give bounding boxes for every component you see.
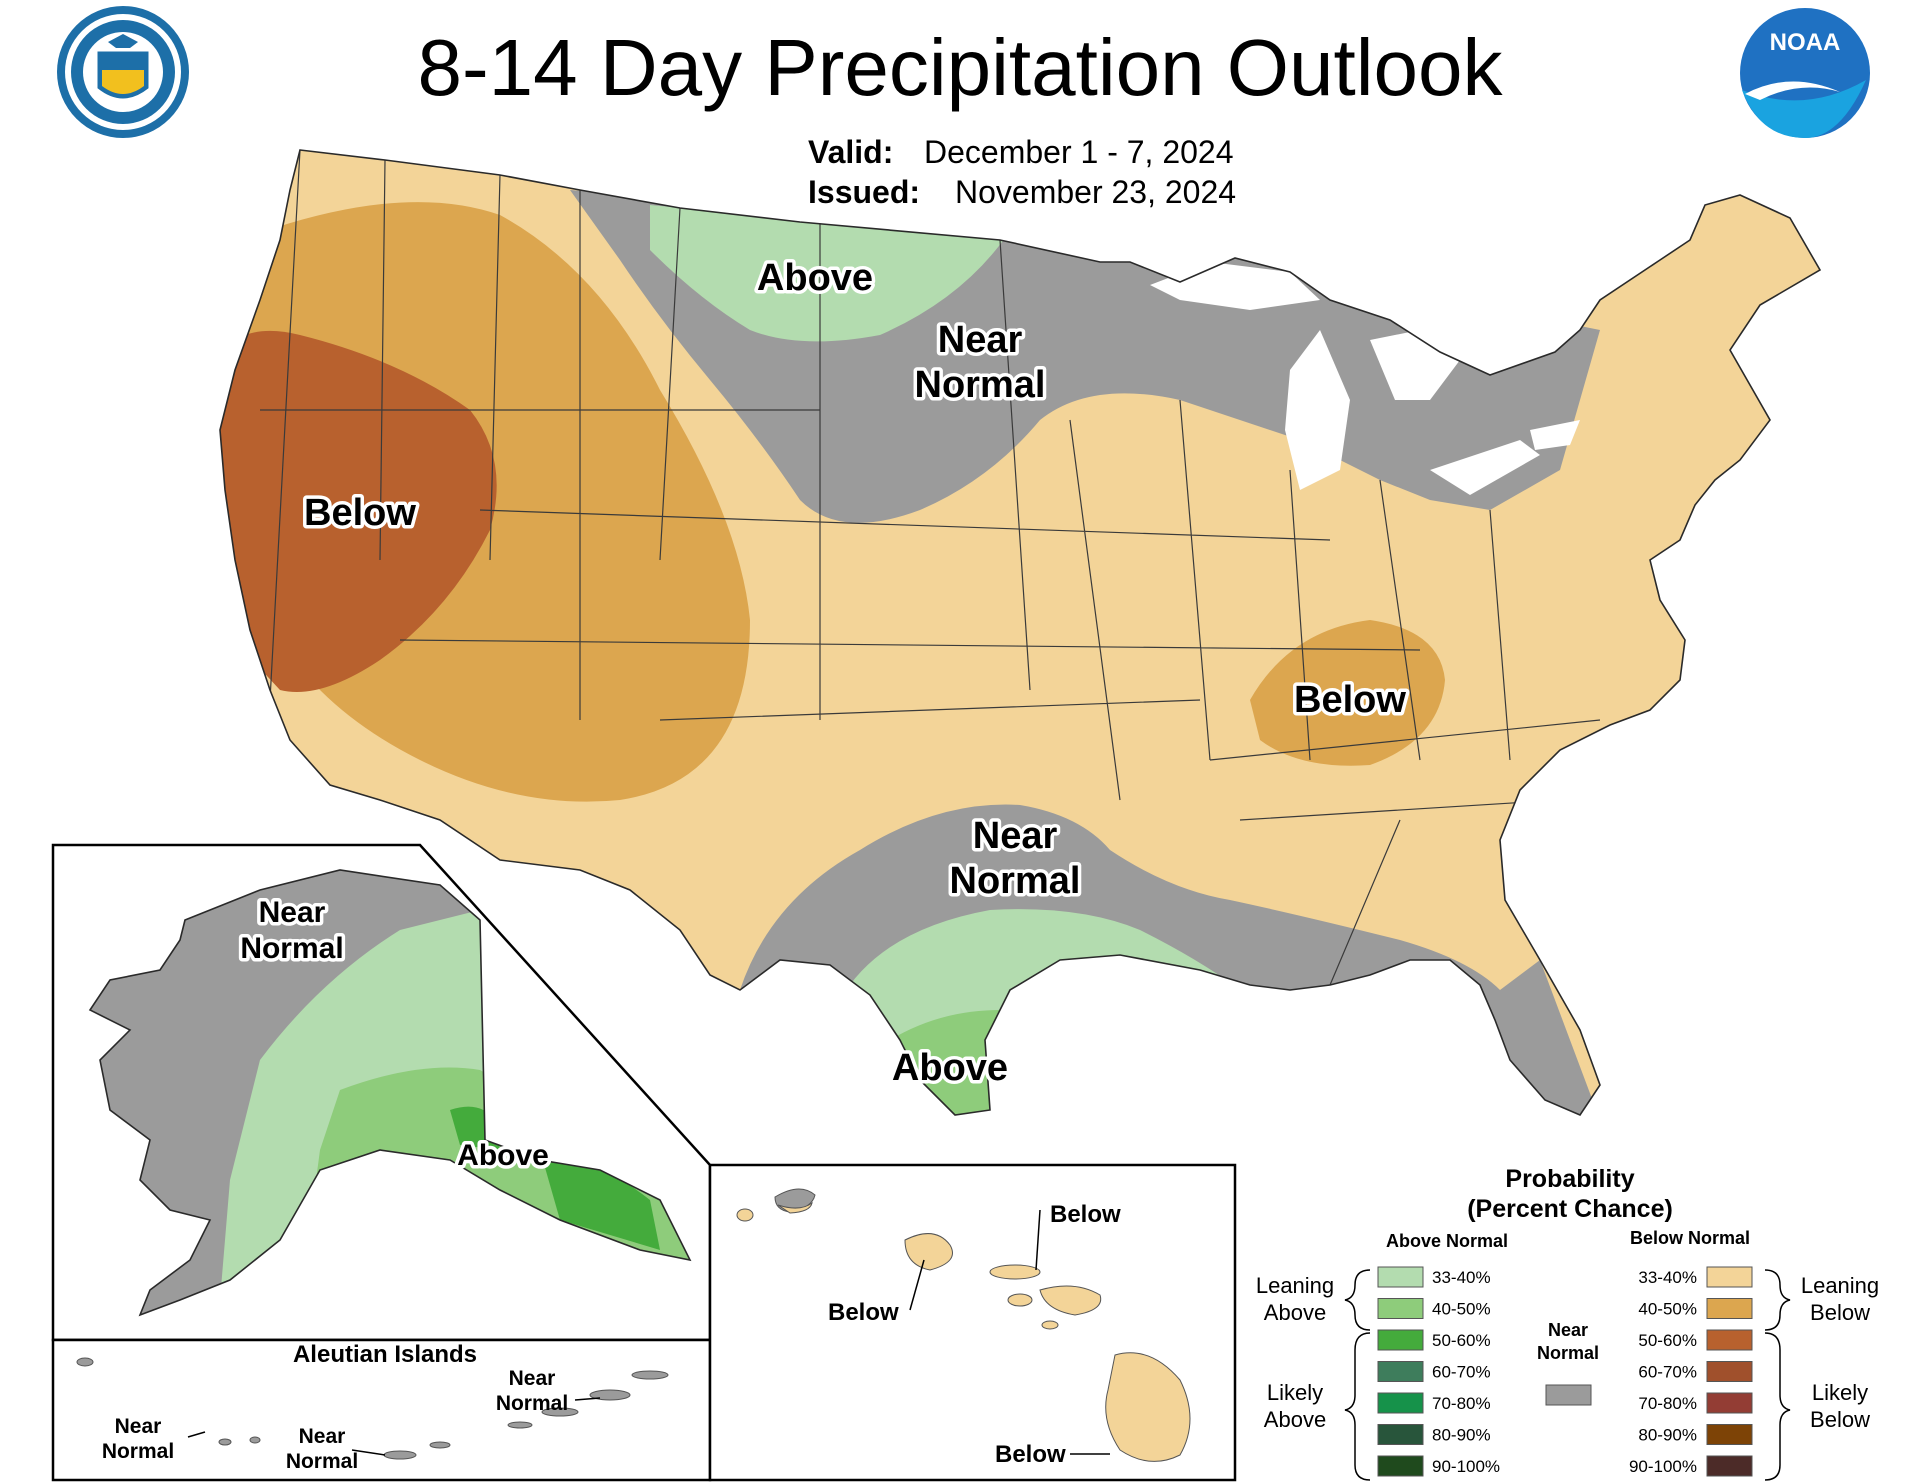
legend-below-label-1: 40-50%	[1638, 1300, 1697, 1319]
valid-label: Valid:	[808, 134, 893, 170]
legend-below-swatch-4	[1706, 1392, 1753, 1414]
label-near-normal-north-2: Normal	[915, 364, 1046, 406]
legend-below-swatch-6	[1706, 1455, 1753, 1477]
commerce-seal-logo	[57, 6, 189, 138]
legend-title-2: (Percent Chance)	[1467, 1195, 1673, 1223]
legend-above-label-5: 80-90%	[1432, 1426, 1491, 1445]
legend-above-swatch-2	[1377, 1329, 1424, 1351]
label-below-west: Below	[304, 492, 416, 534]
legend-below-label-5: 80-90%	[1638, 1426, 1697, 1445]
issued-label: Issued:	[808, 174, 920, 210]
legend-likely-below-2: Below	[1810, 1407, 1870, 1432]
legend-above-label-4: 70-80%	[1432, 1394, 1491, 1413]
label-aleutian-near-c-2: Normal	[496, 1392, 568, 1415]
legend-near-normal-swatch	[1545, 1384, 1592, 1406]
label-hi-below-1: Below	[1050, 1201, 1121, 1228]
label-near-normal-north-1: Near	[938, 319, 1023, 361]
aleutian-title: Aleutian Islands	[293, 1341, 477, 1368]
label-above-south: Above	[892, 1047, 1008, 1089]
legend-above-header: Above Normal	[1386, 1231, 1508, 1251]
legend-above-label-0: 33-40%	[1432, 1268, 1491, 1287]
issued-date: November 23, 2024	[955, 174, 1236, 210]
legend-below-swatch-1	[1706, 1298, 1753, 1319]
legend-below-swatch-0	[1706, 1266, 1753, 1288]
legend-likely-below-1: Likely	[1812, 1380, 1868, 1405]
legend-below-label-4: 70-80%	[1638, 1394, 1697, 1413]
label-aleutian-near-b-1: Near	[299, 1425, 346, 1448]
valid-date: December 1 - 7, 2024	[924, 134, 1234, 170]
label-ak-near-normal-1: Near	[259, 896, 326, 929]
legend-below-label-0: 33-40%	[1638, 1268, 1697, 1287]
legend-above-swatch-0	[1377, 1266, 1424, 1288]
legend-below-label-2: 50-60%	[1638, 1331, 1697, 1350]
legend-above-label-6: 90-100%	[1432, 1457, 1500, 1476]
page-title: 8-14 Day Precipitation Outlook	[418, 23, 1504, 112]
legend-above-label-2: 50-60%	[1432, 1331, 1491, 1350]
legend-above-swatch-5	[1377, 1424, 1424, 1445]
legend-below-swatch-3	[1706, 1361, 1753, 1382]
legend-below-label-3: 60-70%	[1638, 1363, 1697, 1382]
label-hi-below-3: Below	[995, 1441, 1066, 1468]
legend-near-2: Normal	[1537, 1343, 1599, 1363]
legend-below-label-6: 90-100%	[1629, 1457, 1697, 1476]
legend-above-swatch-3	[1377, 1361, 1424, 1382]
label-ak-near-normal-2: Normal	[240, 932, 343, 965]
noaa-logo-text: NOAA	[1770, 29, 1841, 56]
legend-leaning-below-1: Leaning	[1801, 1273, 1879, 1298]
alaska-inset	[51, 843, 712, 1342]
legend-above-label-3: 60-70%	[1432, 1363, 1491, 1382]
legend-title-1: Probability	[1505, 1165, 1634, 1193]
label-aleutian-near-a-1: Near	[115, 1415, 162, 1438]
legend-likely-above-1: Likely	[1267, 1380, 1323, 1405]
legend-below-header: Below Normal	[1630, 1228, 1750, 1248]
legend-leaning-above-1: Leaning	[1256, 1273, 1334, 1298]
legend-likely-above-2: Above	[1264, 1407, 1326, 1432]
legend-leaning-above-2: Above	[1264, 1300, 1326, 1325]
legend: Probability (Percent Chance) Above Norma…	[1256, 1165, 1879, 1481]
label-aleutian-near-c-1: Near	[509, 1367, 556, 1390]
label-hi-below-2: Below	[828, 1299, 899, 1326]
noaa-logo: NOAA	[1740, 8, 1870, 138]
legend-above-swatch-6	[1377, 1455, 1424, 1477]
aleutian-inset	[51, 1338, 712, 1482]
legend-below-swatch-5	[1706, 1424, 1753, 1445]
label-near-normal-south-2: Normal	[950, 860, 1081, 902]
label-near-normal-south-1: Near	[973, 815, 1058, 857]
legend-above-swatch-1	[1377, 1298, 1424, 1319]
label-aleutian-near-a-2: Normal	[102, 1440, 174, 1463]
legend-leaning-below-2: Below	[1810, 1300, 1870, 1325]
legend-above-swatch-4	[1377, 1392, 1424, 1414]
legend-near-1: Near	[1548, 1320, 1588, 1340]
label-aleutian-near-b-2: Normal	[286, 1450, 358, 1473]
label-below-east: Below	[1294, 679, 1406, 721]
label-ak-above: Above	[457, 1139, 549, 1172]
legend-below-swatch-2	[1706, 1329, 1753, 1351]
label-above-north: Above	[757, 257, 873, 299]
hawaii-inset	[708, 1163, 1237, 1482]
legend-above-label-1: 40-50%	[1432, 1300, 1491, 1319]
